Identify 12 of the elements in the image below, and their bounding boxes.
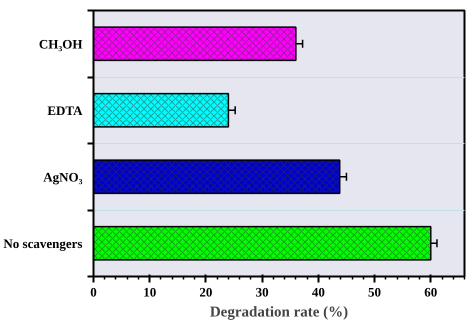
y-tick-label: CH₃OH bbox=[38, 36, 83, 52]
x-axis-title: Degradation rate (%) bbox=[210, 304, 348, 320]
x-tick-label: 40 bbox=[312, 284, 325, 300]
x-tick-label: 60 bbox=[424, 284, 438, 300]
x-tick-label: 20 bbox=[199, 284, 212, 300]
x-tick-label: 30 bbox=[256, 284, 269, 300]
y-tick-label: AgNO₃ bbox=[43, 169, 83, 184]
x-tick-label: 10 bbox=[143, 284, 156, 300]
y-tick-label: No scavengers bbox=[3, 236, 83, 251]
x-tick-label: 50 bbox=[368, 284, 382, 300]
x-tick-label: 0 bbox=[90, 284, 97, 300]
y-tick-label: EDTA bbox=[47, 102, 84, 118]
